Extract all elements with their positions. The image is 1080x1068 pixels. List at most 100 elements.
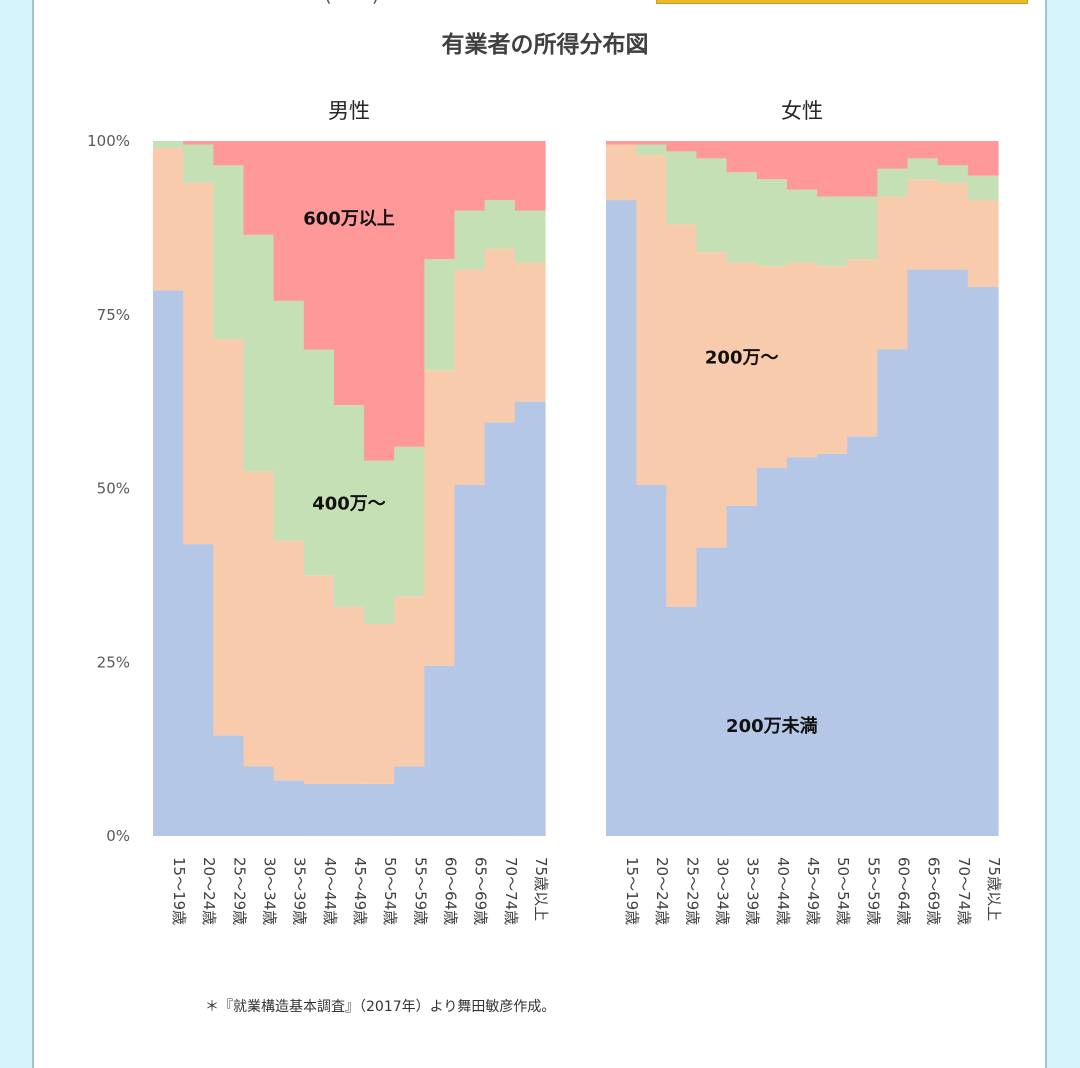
x-tick-label: 65～69歳 xyxy=(925,857,943,925)
stack-segment xyxy=(786,262,818,458)
stack-segment xyxy=(696,252,728,548)
stack-segment xyxy=(756,266,788,468)
stack-segment xyxy=(877,141,909,169)
stack-segment xyxy=(484,422,516,836)
stack-segment xyxy=(394,766,425,836)
x-tick-label: 20～24歳 xyxy=(200,857,218,925)
x-tick-label: 50～54歳 xyxy=(834,857,852,925)
stack-segment xyxy=(424,141,456,260)
stack-segment xyxy=(817,141,848,197)
stack-segment xyxy=(183,141,214,145)
stack-segment xyxy=(636,485,667,836)
stack-segment xyxy=(454,210,486,270)
stack-segment xyxy=(636,154,667,486)
x-tick-label: 45～49歳 xyxy=(351,857,369,925)
x-tick-label: 15～19歳 xyxy=(623,857,641,925)
stack-segment xyxy=(394,596,425,767)
stack-segment xyxy=(786,141,818,190)
stack-segment xyxy=(454,141,486,211)
stack-segment xyxy=(937,141,969,166)
x-tick-label: 70～74歳 xyxy=(502,857,520,925)
stack-segment xyxy=(877,196,909,350)
band-label: 600万以上 xyxy=(303,208,395,229)
stack-segment xyxy=(877,349,909,836)
stack-segment xyxy=(907,141,939,159)
stack-segment xyxy=(726,505,758,837)
stack-segment xyxy=(907,179,939,270)
x-tick-label: 45～49歳 xyxy=(804,857,822,925)
stack-segment xyxy=(183,544,214,836)
stack-segment xyxy=(967,200,999,287)
panel-title: 女性 xyxy=(781,99,823,123)
income-distribution-chart: 有業者の所得分布図 100% 75% 50% 25% 0% 男性 15～19歳 20～24歳… xyxy=(87,31,1003,925)
stack-segment xyxy=(967,141,999,176)
stack-segment xyxy=(303,575,335,784)
stack-segment xyxy=(847,259,878,437)
header-banner[interactable] xyxy=(656,0,1028,4)
stack-segment xyxy=(273,780,305,836)
stack-segment xyxy=(484,200,516,249)
x-tick-label: 15～19歳 xyxy=(170,857,188,925)
stack-segment xyxy=(514,141,546,211)
stack-segment xyxy=(183,144,214,183)
stack-segment xyxy=(726,172,758,263)
stack-segment xyxy=(756,467,788,836)
x-tick-label: 60～64歳 xyxy=(894,857,912,925)
stack-segment xyxy=(484,248,516,423)
stack-segment xyxy=(273,540,305,781)
x-tick-label: 30～34歳 xyxy=(261,857,279,925)
stack-segment xyxy=(424,259,456,371)
stack-segment xyxy=(153,141,184,148)
x-tick-label: 40～44歳 xyxy=(321,857,339,925)
stack-segment xyxy=(907,269,939,837)
stack-segment xyxy=(606,200,637,836)
stack-segment xyxy=(153,147,184,291)
stack-segment xyxy=(817,266,848,454)
x-tick-label: 75歳以上 xyxy=(532,857,550,921)
stack-segment xyxy=(484,141,516,201)
stack-segment xyxy=(696,158,728,253)
stack-segment xyxy=(937,269,969,837)
stack-segment xyxy=(303,349,335,576)
stack-segment xyxy=(303,141,335,350)
stack-segment xyxy=(213,735,245,836)
x-tick-label: 20～24歳 xyxy=(653,857,671,925)
y-tick-label: 100% xyxy=(87,132,130,150)
y-tick-label: 75% xyxy=(97,306,130,324)
stack-segment xyxy=(636,141,667,145)
stack-segment xyxy=(606,141,637,145)
x-tick-label: 70～74歳 xyxy=(955,857,973,925)
y-tick-label: 50% xyxy=(97,480,130,498)
x-tick-label: 55～59歳 xyxy=(864,857,882,925)
stack-segment xyxy=(243,141,275,235)
panel-male: 男性 15～19歳 20～24歳 25～29歳 30～34歳 35～39歳 40～44歳 45… xyxy=(153,99,550,925)
stack-segment xyxy=(333,405,365,607)
stack-segment xyxy=(756,141,788,180)
stack-segment xyxy=(514,401,546,837)
stack-segment xyxy=(514,262,546,402)
stack-segment xyxy=(243,471,275,767)
x-tick-label: 35～39歳 xyxy=(291,857,309,925)
stack-segment xyxy=(847,436,878,836)
panel-female: 女性 15～19歳 20～24歳 25～29歳 30～34歳 35～39歳 40～44歳 45… xyxy=(606,99,1003,925)
x-tick-label: 35～39歳 xyxy=(744,857,762,925)
stack-segment xyxy=(726,262,758,506)
x-tick-label: 55～59歳 xyxy=(411,857,429,925)
x-tick-label: 50～54歳 xyxy=(381,857,399,925)
stack-segment xyxy=(666,151,698,225)
stack-segment xyxy=(364,783,395,837)
stack-segment xyxy=(394,141,425,447)
stack-segment xyxy=(636,144,667,155)
stack-segment xyxy=(303,783,335,837)
stack-segment xyxy=(514,210,546,263)
stack-segment xyxy=(364,460,395,625)
stack-segment xyxy=(213,141,245,166)
stack-segment xyxy=(243,766,275,836)
band-label: 400万～ xyxy=(312,493,386,514)
stack-segment xyxy=(213,165,245,340)
stack-segment xyxy=(967,286,999,836)
y-tick-label: 25% xyxy=(97,653,130,671)
band-label: 200万未満 xyxy=(726,715,818,737)
stack-segment xyxy=(333,783,365,837)
stack-segment xyxy=(333,606,365,784)
